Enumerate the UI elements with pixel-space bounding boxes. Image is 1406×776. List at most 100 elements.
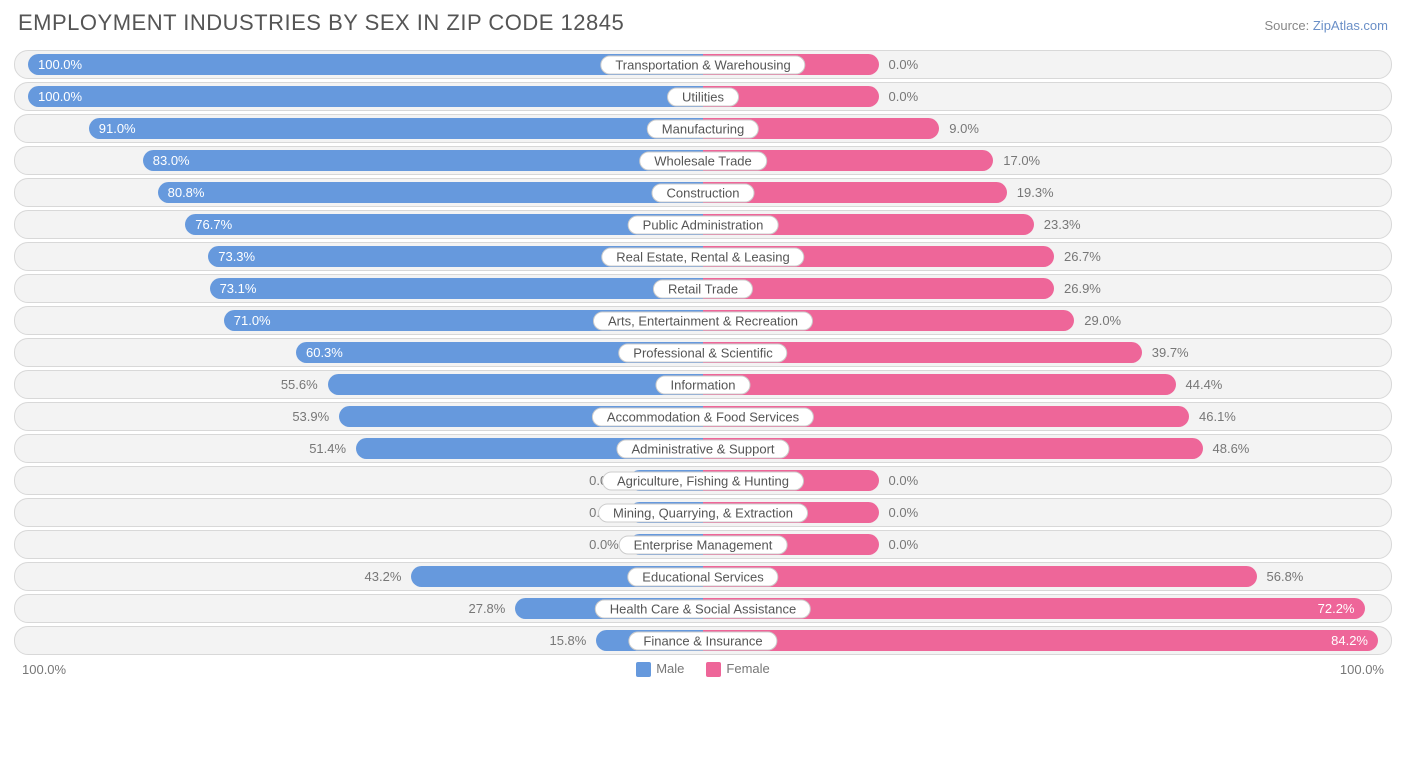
chart-legend: Male Female [636,661,770,677]
bar-row: 100.0% 0.0% Transportation & Warehousing [14,50,1392,79]
chart-axis: 100.0% Male Female 100.0% [14,661,1392,677]
female-pct: 0.0% [879,537,929,552]
chart-header: EMPLOYMENT INDUSTRIES BY SEX IN ZIP CODE… [14,10,1392,36]
male-pct: 27.8% [458,601,515,616]
female-pct: 0.0% [879,57,929,72]
female-pct: 48.6% [1203,441,1260,456]
category-label: Real Estate, Rental & Leasing [601,247,804,266]
category-label: Accommodation & Food Services [592,407,814,426]
legend-female-label: Female [726,661,769,676]
female-pct: 9.0% [939,121,989,136]
category-label: Construction [652,183,755,202]
female-bar: 44.4% [703,374,1176,395]
bar-row: 0.0%0.0%Enterprise Management [14,530,1392,559]
male-pct: 100.0% [28,57,92,72]
female-pct: 23.3% [1034,217,1091,232]
female-pct: 0.0% [879,505,929,520]
bar-row: 15.8% 84.2% Finance & Insurance [14,626,1392,655]
category-label: Mining, Quarrying, & Extraction [598,503,808,522]
bar-row: 55.6%44.4%Information [14,370,1392,399]
female-bar: 84.2% [703,630,1378,651]
female-pct: 0.0% [879,89,929,104]
female-bar: 56.8% [703,566,1257,587]
male-pct: 15.8% [539,633,596,648]
bar-row: 73.1%26.9%Retail Trade [14,274,1392,303]
category-label: Arts, Entertainment & Recreation [593,311,813,330]
axis-right-label: 100.0% [1340,662,1384,677]
female-pct: 0.0% [879,473,929,488]
male-bar: 55.6% [328,374,703,395]
legend-male: Male [636,661,684,677]
male-pct: 71.0% [224,313,281,328]
bar-row: 27.8% 72.2% Health Care & Social Assistanc… [14,594,1392,623]
male-pct: 51.4% [299,441,356,456]
bar-row: 53.9% 46.1% Accommodation & Food Services [14,402,1392,431]
bar-row: 73.3% 26.7% Real Estate, Rental & Leasing [14,242,1392,271]
male-pct: 80.8% [158,185,215,200]
male-bar: 91.0% [89,118,703,139]
category-label: Utilities [667,87,739,106]
legend-male-label: Male [656,661,684,676]
axis-left-label: 100.0% [22,662,66,677]
female-pct: 84.2% [1321,633,1378,648]
bar-row: 0.0%0.0%Agriculture, Fishing & Hunting [14,466,1392,495]
legend-female: Female [706,661,769,677]
bar-row: 71.0% 29.0% Arts, Entertainment & Recreati… [14,306,1392,335]
category-label: Finance & Insurance [628,631,777,650]
male-pct: 43.2% [355,569,412,584]
chart-title: EMPLOYMENT INDUSTRIES BY SEX IN ZIP CODE… [18,10,624,36]
bar-row: 76.7% 23.3% Public Administration [14,210,1392,239]
male-pct: 76.7% [185,217,242,232]
bar-row: 43.2%56.8%Educational Services [14,562,1392,591]
category-label: Wholesale Trade [639,151,767,170]
female-pct: 72.2% [1308,601,1365,616]
male-pct: 73.3% [208,249,265,264]
category-label: Enterprise Management [619,535,788,554]
male-pct: 83.0% [143,153,200,168]
bar-row: 83.0% 17.0% Wholesale Trade [14,146,1392,175]
female-pct: 29.0% [1074,313,1131,328]
category-label: Information [655,375,750,394]
male-pct: 73.1% [210,281,267,296]
category-label: Public Administration [628,215,779,234]
category-label: Manufacturing [647,119,759,138]
female-pct: 44.4% [1176,377,1233,392]
male-pct: 55.6% [271,377,328,392]
male-bar: 76.7% [185,214,703,235]
category-label: Retail Trade [653,279,753,298]
female-bar: 26.9% [703,278,1054,299]
female-pct: 26.9% [1054,281,1111,296]
source-link[interactable]: ZipAtlas.com [1313,18,1388,33]
bar-row: 80.8% 19.3% Construction [14,178,1392,207]
male-pct: 100.0% [28,89,92,104]
male-bar: 83.0% [143,150,703,171]
bar-row: 51.4% 48.6% Administrative & Support [14,434,1392,463]
bar-row: 0.0%0.0%Mining, Quarrying, & Extraction [14,498,1392,527]
source-attribution: Source: ZipAtlas.com [1264,18,1388,33]
male-pct: 91.0% [89,121,146,136]
male-bar: 100.0% [28,86,703,107]
category-label: Transportation & Warehousing [600,55,805,74]
category-label: Professional & Scientific [618,343,787,362]
male-pct: 60.3% [296,345,353,360]
category-label: Administrative & Support [616,439,789,458]
diverging-bar-chart: 100.0%0.0%Transportation & Warehousing10… [14,50,1392,655]
female-pct: 46.1% [1189,409,1246,424]
male-bar: 80.8% [158,182,703,203]
male-bar: 73.1% [210,278,703,299]
bar-row: 60.3% 39.7% Professional & Scientific [14,338,1392,367]
category-label: Health Care & Social Assistance [595,599,811,618]
male-swatch [636,662,651,677]
category-label: Agriculture, Fishing & Hunting [602,471,804,490]
female-pct: 26.7% [1054,249,1111,264]
source-prefix: Source: [1264,18,1312,33]
bar-row: 91.0% 9.0% Manufacturing [14,114,1392,143]
female-pct: 56.8% [1257,569,1314,584]
bar-row: 100.0% 0.0% Utilities [14,82,1392,111]
female-swatch [706,662,721,677]
female-pct: 19.3% [1007,185,1064,200]
female-pct: 17.0% [993,153,1050,168]
male-pct: 53.9% [282,409,339,424]
female-pct: 39.7% [1142,345,1199,360]
category-label: Educational Services [627,567,778,586]
